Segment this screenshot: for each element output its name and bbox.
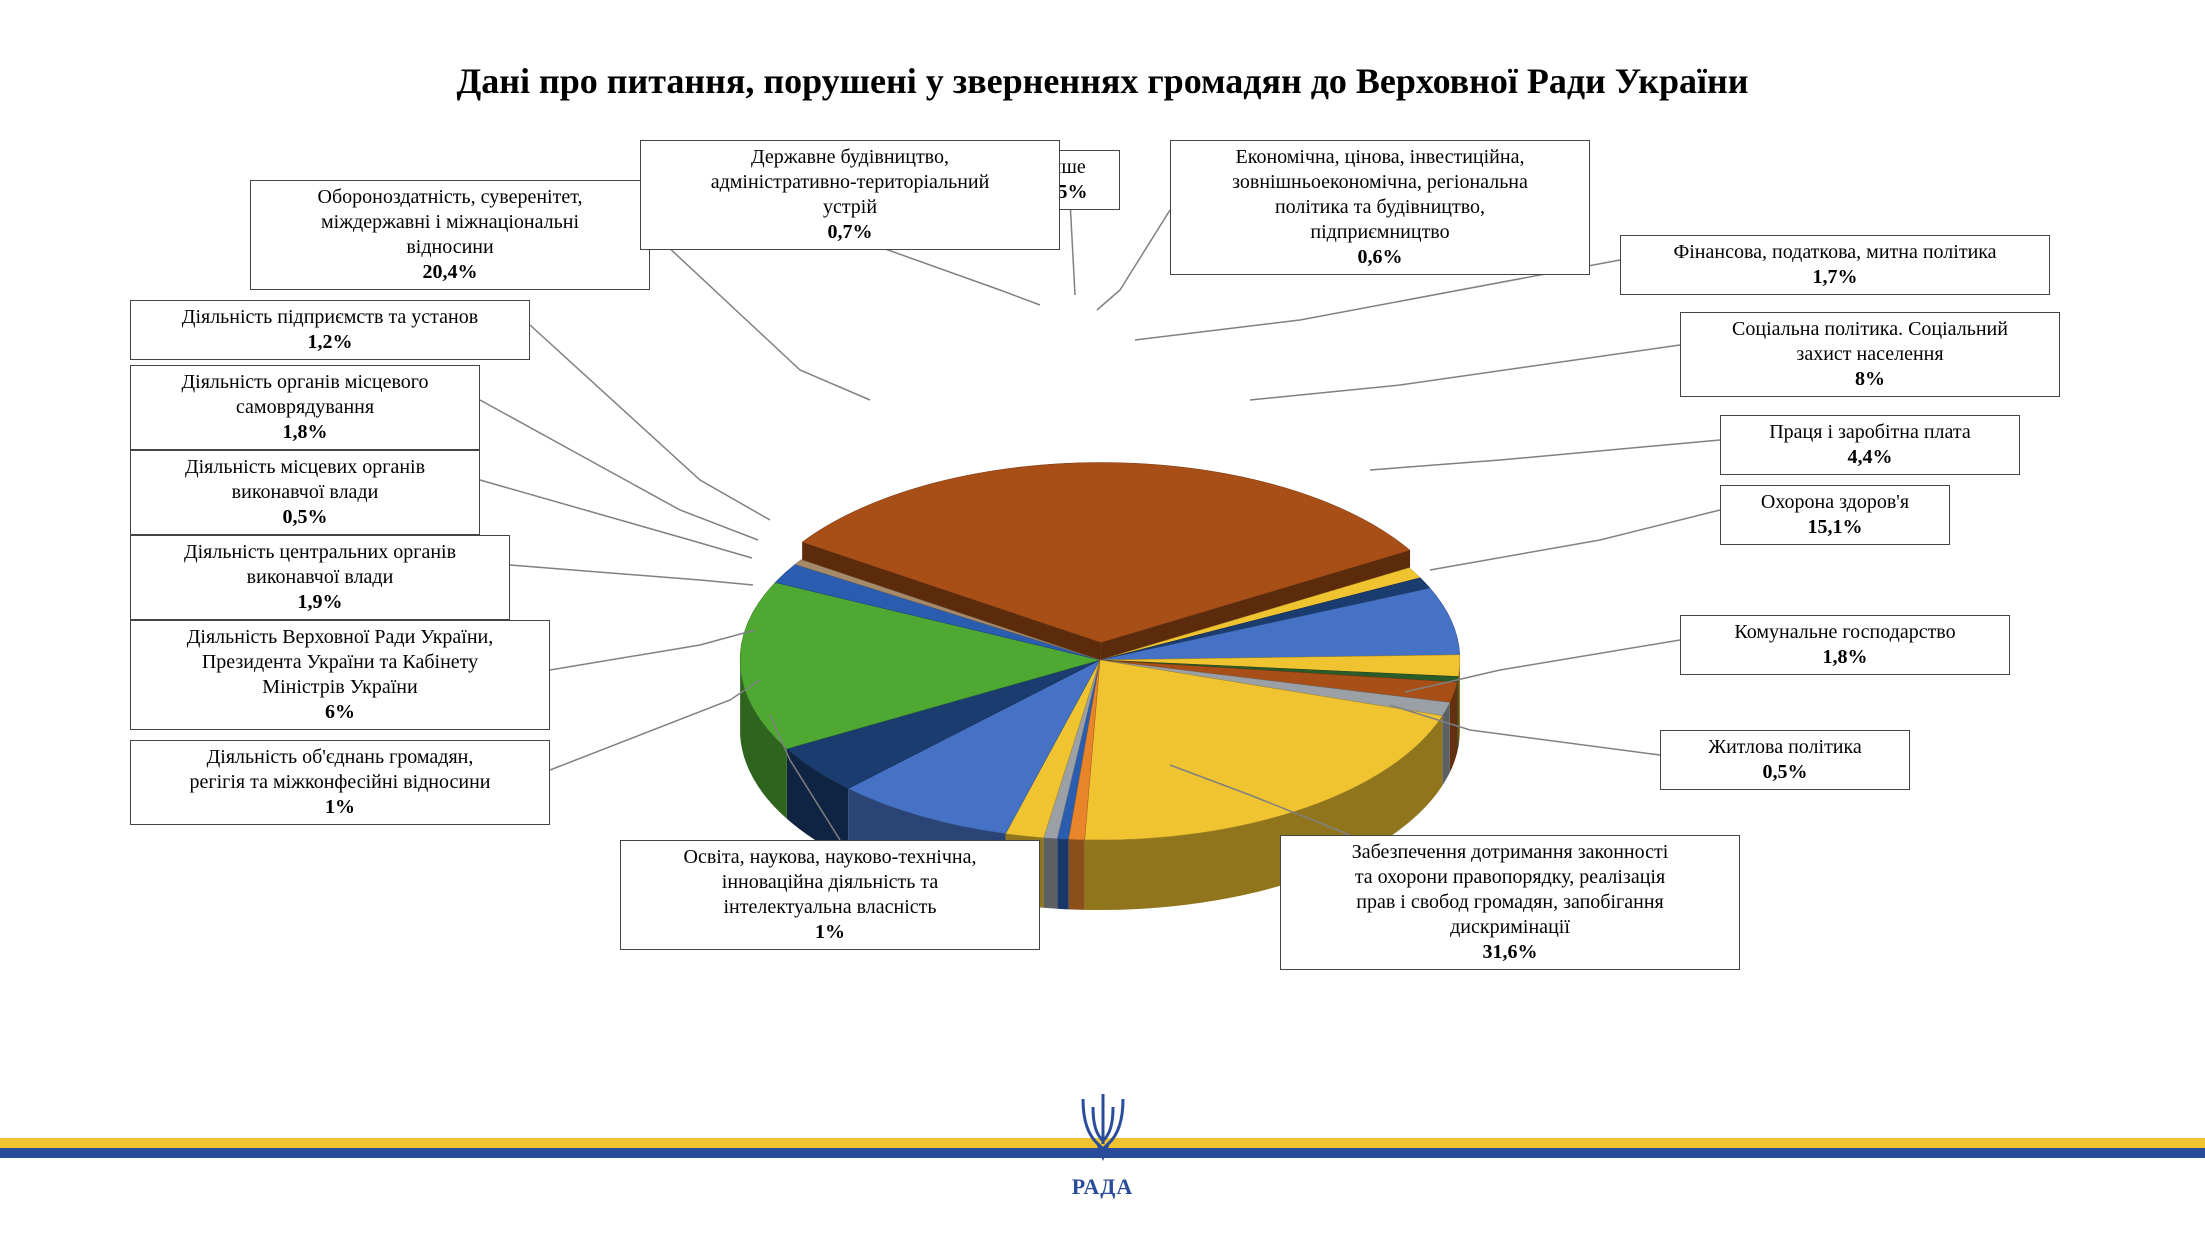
slice-label: Діяльність центральних органіввиконавчої… (130, 535, 510, 620)
slice-label-pct: 15,1% (1731, 515, 1939, 540)
slice-label-text: Діяльність об'єднань громадян,регігія та… (141, 745, 539, 795)
slice-label-text: Забезпечення дотримання законностіта охо… (1291, 840, 1729, 940)
slice-label-pct: 4,4% (1731, 445, 2009, 470)
slice-label-text: Державне будівництво,адміністративно-тер… (651, 145, 1049, 220)
slice-label-text: Житлова політика (1671, 735, 1899, 760)
slice-label-text: Комунальне господарство (1691, 620, 1999, 645)
slice-label-pct: 0,6% (1181, 245, 1579, 270)
slice-label-pct: 8% (1691, 367, 2049, 392)
slice-label-pct: 20,4% (261, 260, 639, 285)
slice-label: Охорона здоров'я15,1% (1720, 485, 1950, 545)
slice-label-text: Діяльність місцевих органіввиконавчої вл… (141, 455, 469, 505)
chart-title: Дані про питання, порушені у зверненнях … (0, 60, 2205, 102)
slice-label: Діяльність органів місцевогосамоврядуван… (130, 365, 480, 450)
slice-label-pct: 0,5% (1671, 760, 1899, 785)
slice-label-pct: 1,8% (1691, 645, 1999, 670)
slice-label-text: Діяльність Верховної Ради України,Презид… (141, 625, 539, 700)
slice-label: Діяльність підприємств та установ1,2% (130, 300, 530, 360)
slice-label: Освіта, наукова, науково-технічна,іннова… (620, 840, 1040, 950)
slice-label-text: Економічна, цінова, інвестиційна,зовнішн… (1181, 145, 1579, 245)
slice-label-text: Праця і заробітна плата (1731, 420, 2009, 445)
slice-label: Фінансова, податкова, митна політика1,7% (1620, 235, 2050, 295)
slice-label-text: Обороноздатність, суверенітет,міждержавн… (261, 185, 639, 260)
slice-label: Праця і заробітна плата4,4% (1720, 415, 2020, 475)
chart-area: Інше0,5%Економічна, цінова, інвестиційна… (0, 140, 2205, 1060)
slice-label-pct: 1% (141, 795, 539, 820)
slice-label-pct: 1,7% (1631, 265, 2039, 290)
slice-label: Обороноздатність, суверенітет,міждержавн… (250, 180, 650, 290)
slice-label-pct: 1,9% (141, 590, 499, 615)
slice-label-text: Діяльність центральних органіввиконавчої… (141, 540, 499, 590)
slice-label-pct: 31,6% (1291, 940, 1729, 965)
slice-label-text: Соціальна політика. Соціальнийзахист нас… (1691, 317, 2049, 367)
slice-label-pct: 6% (141, 700, 539, 725)
slice-label: Діяльність місцевих органіввиконавчої вл… (130, 450, 480, 535)
slice-label-text: Охорона здоров'я (1731, 490, 1939, 515)
footer: РАДА (0, 1100, 2205, 1200)
rada-text: РАДА (1068, 1174, 1138, 1200)
slice-label-pct: 0,5% (141, 505, 469, 530)
slice-label: Забезпечення дотримання законностіта охо… (1280, 835, 1740, 970)
slice-label-pct: 1% (631, 920, 1029, 945)
slice-label-pct: 0,7% (651, 220, 1049, 245)
slice-label-text: Фінансова, податкова, митна політика (1631, 240, 2039, 265)
slice-label-text: Діяльність підприємств та установ (141, 305, 519, 330)
slice-label: Житлова політика0,5% (1660, 730, 1910, 790)
slice-label-pct: 1,8% (141, 420, 469, 445)
slice-label: Економічна, цінова, інвестиційна,зовнішн… (1170, 140, 1590, 275)
slice-label: Державне будівництво,адміністративно-тер… (640, 140, 1060, 250)
rada-logo: РАДА (1068, 1089, 1138, 1200)
trident-icon (1068, 1089, 1138, 1169)
slice-label: Соціальна політика. Соціальнийзахист нас… (1680, 312, 2060, 397)
slice-label-text: Освіта, наукова, науково-технічна,іннова… (631, 845, 1029, 920)
slice-label-text: Діяльність органів місцевогосамоврядуван… (141, 370, 469, 420)
slice-label: Комунальне господарство1,8% (1680, 615, 2010, 675)
slice-label-pct: 1,2% (141, 330, 519, 355)
slice-label: Діяльність Верховної Ради України,Презид… (130, 620, 550, 730)
slice-label: Діяльність об'єднань громадян,регігія та… (130, 740, 550, 825)
